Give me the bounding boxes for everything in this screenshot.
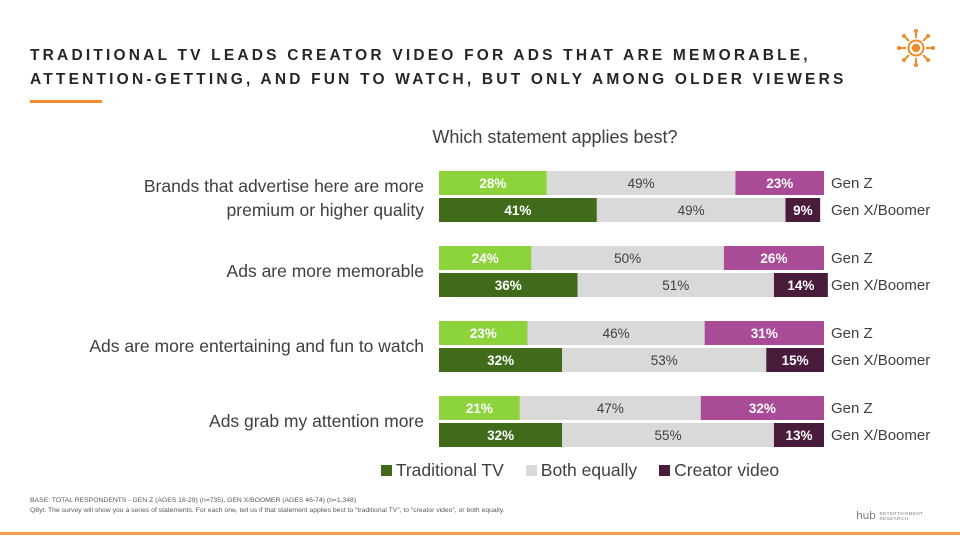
data-label-both-equally-gen-z-1: 49% — [628, 176, 655, 191]
sun-icon — [897, 29, 935, 67]
chart-legend: Traditional TV Both equally Creator vide… — [0, 460, 960, 481]
bar-traditional-tv-gen-x-boomer-3 — [439, 348, 563, 372]
bar-traditional-tv-gen-x-boomer-2 — [439, 273, 578, 297]
category-label-2: Ads are more memorable — [227, 261, 424, 281]
bar-creator-video-gen-z-1 — [735, 171, 824, 195]
brand-logo: hub ENTERTAINMENT RESEARCH — [856, 509, 925, 522]
brand-subtitle: ENTERTAINMENT RESEARCH — [879, 510, 924, 521]
data-label-creator-video-gen-z-2: 26% — [760, 251, 787, 266]
bar-both-equally-gen-z-2 — [531, 246, 724, 270]
group-label-gen-z-1: Gen Z — [831, 175, 873, 192]
bar-creator-video-gen-x-boomer-3 — [766, 348, 824, 372]
data-label-creator-video-gen-x-boomer-3: 15% — [782, 353, 809, 368]
bar-creator-video-gen-z-2 — [723, 246, 824, 270]
legend-item-both-equally: Both equally — [525, 460, 638, 481]
data-label-traditional-tv-gen-x-boomer-1: 41% — [504, 203, 531, 218]
data-label-creator-video-gen-z-1: 23% — [766, 176, 793, 191]
bar-creator-video-gen-z-4 — [700, 396, 824, 420]
legend-label-traditional-tv: Traditional TV — [395, 460, 504, 480]
data-label-traditional-tv-gen-x-boomer-2: 36% — [495, 278, 522, 293]
data-label-creator-video-gen-x-boomer-1: 9% — [793, 203, 813, 218]
bar-creator-video-gen-x-boomer-2 — [773, 273, 828, 297]
data-label-traditional-tv-gen-z-3: 23% — [470, 326, 497, 341]
bar-traditional-tv-gen-z-2 — [439, 246, 532, 270]
bar-traditional-tv-gen-x-boomer-1 — [439, 198, 597, 222]
bar-both-equally-gen-x-boomer-4 — [562, 423, 774, 447]
data-label-traditional-tv-gen-z-2: 24% — [472, 251, 499, 266]
bar-both-equally-gen-x-boomer-2 — [577, 273, 774, 297]
category-label-4: Ads grab my attention more — [209, 411, 424, 431]
footnote: BASE: TOTAL RESPONDENTS - GEN Z (AGES 16… — [30, 496, 560, 516]
data-label-creator-video-gen-x-boomer-2: 14% — [787, 278, 814, 293]
data-label-both-equally-gen-x-boomer-2: 51% — [662, 278, 689, 293]
page-title: TRADITIONAL TV LEADS CREATOR VIDEO FOR A… — [30, 44, 910, 92]
bar-both-equally-gen-x-boomer-3 — [562, 348, 767, 372]
page-title-line-2: ATTENTION-GETTING, AND FUN TO WATCH, BUT… — [30, 71, 847, 88]
group-label-gen-z-3: Gen Z — [831, 325, 873, 342]
bar-both-equally-gen-z-4 — [519, 396, 701, 420]
bar-creator-video-gen-x-boomer-4 — [773, 423, 824, 447]
data-label-creator-video-gen-z-4: 32% — [749, 401, 776, 416]
legend-swatch-traditional-tv — [380, 465, 392, 476]
page-title-line-1: TRADITIONAL TV LEADS CREATOR VIDEO FOR A… — [30, 47, 811, 64]
bar-both-equally-gen-z-3 — [527, 321, 705, 345]
group-label-gen-x-boomer-4: Gen X/Boomer — [831, 427, 930, 444]
data-label-traditional-tv-gen-z-1: 28% — [479, 176, 506, 191]
bar-traditional-tv-gen-x-boomer-4 — [439, 423, 563, 447]
bar-creator-video-gen-x-boomer-1 — [785, 198, 821, 222]
bar-traditional-tv-gen-z-3 — [439, 321, 528, 345]
group-label-gen-x-boomer-1: Gen X/Boomer — [831, 202, 930, 219]
bar-both-equally-gen-x-boomer-1 — [596, 198, 786, 222]
legend-swatch-creator-video — [659, 465, 671, 476]
data-label-both-equally-gen-z-4: 47% — [597, 401, 624, 416]
data-label-creator-video-gen-x-boomer-4: 13% — [785, 428, 812, 443]
data-label-traditional-tv-gen-z-4: 21% — [466, 401, 493, 416]
footnote-question: Q8yt. The survey will show you a series … — [30, 507, 505, 514]
group-label-gen-z-2: Gen Z — [831, 250, 873, 267]
data-label-both-equally-gen-z-2: 50% — [614, 251, 641, 266]
group-label-gen-x-boomer-2: Gen X/Boomer — [831, 277, 930, 294]
title-accent-rule — [30, 100, 102, 103]
legend-swatch-both-equally — [525, 465, 537, 476]
brand-name: hub — [856, 509, 876, 522]
group-label-gen-z-4: Gen Z — [831, 400, 873, 417]
data-label-both-equally-gen-z-3: 46% — [603, 326, 630, 341]
data-label-traditional-tv-gen-x-boomer-4: 32% — [487, 428, 514, 443]
category-label-3: Ads are more entertaining and fun to wat… — [89, 336, 424, 356]
data-label-creator-video-gen-z-3: 31% — [751, 326, 778, 341]
legend-item-creator-video: Creator video — [659, 460, 779, 481]
legend-item-traditional-tv: Traditional TV — [380, 460, 504, 481]
bar-traditional-tv-gen-z-4 — [439, 396, 520, 420]
data-label-traditional-tv-gen-x-boomer-3: 32% — [487, 353, 514, 368]
legend-label-creator-video: Creator video — [674, 460, 780, 480]
footnote-base: BASE: TOTAL RESPONDENTS - GEN Z (AGES 16… — [30, 497, 357, 504]
data-label-both-equally-gen-x-boomer-1: 49% — [678, 203, 705, 218]
data-label-both-equally-gen-x-boomer-3: 53% — [651, 353, 678, 368]
category-label-1: Brands that advertise here are more premi… — [144, 176, 424, 220]
bar-traditional-tv-gen-z-1 — [439, 171, 547, 195]
chart-title: Which statement applies best? — [432, 127, 678, 147]
bar-creator-video-gen-z-3 — [704, 321, 824, 345]
footer-accent-rule — [0, 532, 960, 535]
group-label-gen-x-boomer-3: Gen X/Boomer — [831, 352, 930, 369]
data-label-both-equally-gen-x-boomer-4: 55% — [655, 428, 682, 443]
legend-label-both-equally: Both equally — [540, 460, 638, 480]
bar-both-equally-gen-z-1 — [546, 171, 736, 195]
